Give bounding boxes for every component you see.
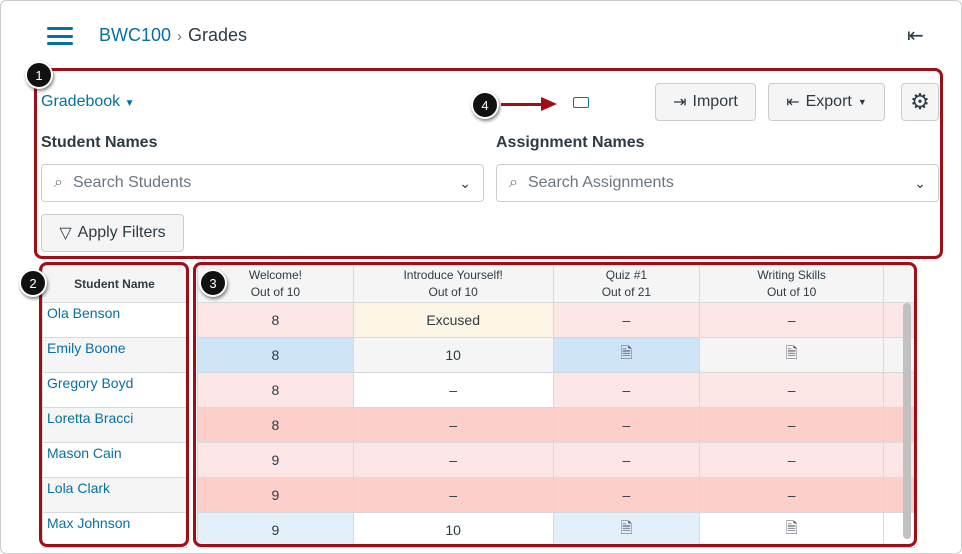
student-cell: Gregory Boyd [42,372,187,408]
student-row: Gregory Boyd [42,372,187,408]
grade-cell[interactable]: 🗎 [699,512,885,548]
vertical-scrollbar[interactable] [903,303,911,539]
callout-frame-1 [34,68,943,259]
grade-cell[interactable]: 10 [352,512,554,548]
student-name-link[interactable]: Emily Boone [47,340,126,356]
grade-cell[interactable]: 8 [197,372,354,408]
student-name-link[interactable]: Mason Cain [47,445,122,461]
chevron-right-icon: › [177,28,183,45]
breadcrumb-course[interactable]: BWC100 [99,25,172,45]
search-assignments-input[interactable]: ⌕ Search Assignments ⌄ [496,164,939,202]
student-name-link[interactable]: Max Johnson [47,515,131,531]
settings-button[interactable]: ⚙ [901,83,939,121]
grade-cell[interactable]: 9 [197,512,354,548]
apply-filters-button[interactable]: ▽ Apply Filters [41,214,184,252]
search-assignments-placeholder: Search Assignments [527,174,674,191]
student-name-link[interactable]: Lola Clark [47,480,111,496]
student-row: Lola Clark [42,477,187,513]
student-cell: Max Johnson [42,512,187,548]
column-header-quiz-1[interactable]: Quiz #1 Out of 21 [552,265,701,303]
breadcrumb-page: Grades [188,25,248,45]
needs-grading-icon: 🗎 [620,519,633,537]
chevron-down-icon: ⌄ [459,174,471,191]
filter-icon: ▽ [59,225,72,242]
hamburger-menu-button[interactable] [47,27,73,45]
search-icon: ⌕ [54,174,63,191]
grade-cell[interactable]: 🗎 [552,337,701,373]
callout-arrow [501,103,543,106]
grade-cell[interactable]: – [699,302,885,338]
student-names-label: Student Names [41,134,158,151]
grade-cell[interactable]: – [699,372,885,408]
student-row: Loretta Bracci [42,407,187,443]
grade-cell[interactable]: – [552,442,701,478]
gear-icon: ⚙ [910,89,930,114]
grade-cell[interactable]: 🗎 [699,337,885,373]
needs-grading-icon: 🗎 [785,519,798,537]
column-header-writing-skills[interactable]: Writing Skills Out of 10 [699,265,885,303]
grade-cell[interactable]: 8 [197,337,354,373]
grade-cell[interactable]: – [699,407,885,443]
grade-cell[interactable]: – [699,442,885,478]
grade-row: 9 10 🗎 🗎 [197,512,915,548]
grade-cell[interactable]: – [352,407,554,443]
export-icon: ⇤ [786,94,800,111]
callout-frame-2 [39,262,189,547]
grade-cell[interactable]: – [352,372,554,408]
student-name-link[interactable]: Ola Benson [47,305,121,321]
grade-cell[interactable]: 8 [197,302,354,338]
caret-down-icon: ▼ [124,98,135,109]
grade-row: 8– – – [197,372,915,408]
keyboard-shortcuts-icon[interactable] [573,97,589,108]
export-button[interactable]: ⇤ Export ▼ [768,83,885,121]
caret-down-icon: ▼ [857,97,867,107]
export-label: Export [805,93,852,110]
gradebook-menu-label: Gradebook [41,93,121,110]
grade-row: 8 Excused – – [197,302,915,338]
student-cell: Loretta Bracci [42,407,187,443]
apply-filters-label: Apply Filters [77,224,166,241]
collapse-nav-icon[interactable]: ⇤ [907,25,924,47]
search-students-input[interactable]: ⌕ Search Students ⌄ [41,164,484,202]
assignment-names-label: Assignment Names [496,134,645,151]
student-cell: Lola Clark [42,477,187,513]
grade-cell[interactable]: – [352,442,554,478]
student-name-link[interactable]: Loretta Bracci [47,410,134,426]
callout-badge-3: 3 [199,269,227,297]
grade-cell[interactable]: – [352,477,554,513]
grade-cell[interactable]: – [699,477,885,513]
callout-badge-2: 2 [19,269,47,297]
import-icon: ⇥ [673,94,687,111]
grade-cell[interactable]: – [552,372,701,408]
student-row: Max Johnson [42,512,187,548]
breadcrumb: BWC100 › Grades [99,25,247,46]
grade-cell[interactable]: 🗎 [552,512,701,548]
grade-cell[interactable]: 8 [197,407,354,443]
callout-badge-4: 4 [471,91,499,119]
needs-grading-icon: 🗎 [620,344,633,362]
search-icon: ⌕ [509,174,518,191]
student-row: Mason Cain [42,442,187,478]
chevron-down-icon: ⌄ [914,174,926,191]
callout-frame-3 [193,262,917,547]
student-cell: Mason Cain [42,442,187,478]
grade-cell[interactable]: – [552,407,701,443]
gradebook-menu[interactable]: Gradebook ▼ [41,93,135,111]
grade-row: 9– – – [197,442,915,478]
import-label: Import [692,93,738,110]
student-name-link[interactable]: Gregory Boyd [47,375,134,391]
column-header-introduce-yourself[interactable]: Introduce Yourself! Out of 10 [352,265,554,303]
grade-cell[interactable]: Excused [352,302,554,338]
grade-row: 8 10 🗎 🗎 [197,337,915,373]
search-students-placeholder: Search Students [72,174,192,191]
grade-row: 9– – – [197,477,915,513]
import-button[interactable]: ⇥ Import [655,83,756,121]
callout-arrow-head [541,97,557,111]
callout-badge-1: 1 [25,61,53,89]
grade-cell[interactable]: 9 [197,442,354,478]
needs-grading-icon: 🗎 [785,344,798,362]
